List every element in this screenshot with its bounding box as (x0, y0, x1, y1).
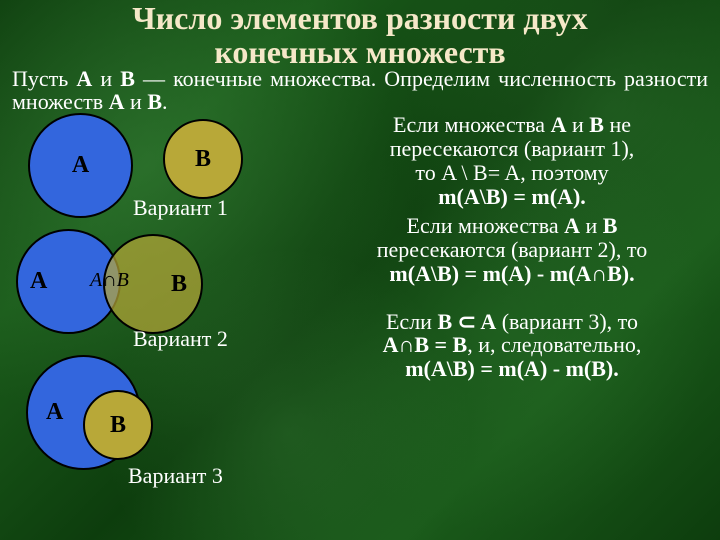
e1-t3: не (604, 112, 631, 137)
e3-l3: m(A\B) = m(A) - m(B). (405, 356, 619, 381)
variant-1-caption: Вариант 1 (133, 195, 228, 221)
intro-A2: A (109, 89, 125, 114)
main-content: A B Вариант 1 A B A∩B Вариант 2 A B Вари… (0, 113, 720, 491)
variant-1-diagram: A B Вариант 1 (8, 113, 308, 223)
intro-t4: и (125, 89, 148, 114)
e2-l2: пересекаются (вариант 2), то (377, 237, 647, 262)
v3-circle-b: B (83, 390, 153, 460)
e2-t2: и (580, 213, 603, 238)
e2-l3: m(A\B) = m(A) - m(A∩B). (389, 261, 634, 286)
intro-B: B (120, 66, 135, 91)
intro-t2: и (92, 66, 120, 91)
explain-variant-1: Если множества A и B не пересекаются (ва… (312, 113, 712, 208)
explanations-column: Если множества A и B не пересекаются (ва… (308, 113, 712, 491)
e1-B: B (589, 112, 604, 137)
e2-A: A (564, 213, 580, 238)
diagrams-column: A B Вариант 1 A B A∩B Вариант 2 A B Вари… (8, 113, 308, 491)
e1-l4: m(A\B) = m(A). (438, 184, 586, 209)
v1-label-b: B (195, 146, 211, 173)
v2-intersection-label: A∩B (90, 269, 129, 292)
intro-B2: B (147, 89, 162, 114)
e1-l3: то A \ B= A, поэтому (415, 160, 608, 185)
variant-3-caption: Вариант 3 (128, 463, 223, 489)
e3-l2a: A∩B = B (383, 332, 468, 357)
v2-label-a: A (30, 268, 47, 295)
e3-l2b: , и, следовательно, (467, 332, 641, 357)
title-line-1: Число элементов разности двух (0, 2, 720, 36)
v1-label-a: A (72, 152, 89, 179)
intro-A: A (76, 66, 92, 91)
intro-t5: . (162, 89, 168, 114)
e1-t1: Если множества (393, 112, 551, 137)
explain-variant-3: Если B ⊂ A (вариант 3), то A∩B = B, и, с… (312, 310, 712, 381)
variant-2-diagram: A B A∩B Вариант 2 (8, 229, 308, 349)
variant-2-caption: Вариант 2 (133, 326, 228, 352)
intro-t1: Пусть (12, 66, 76, 91)
title-line-2: конечных множеств (0, 36, 720, 70)
v1-circle-a: A (28, 113, 133, 218)
e3-t1: Если (386, 309, 437, 334)
e1-A: A (551, 112, 567, 137)
v3-label-b: B (110, 412, 126, 439)
e3-sub: B ⊂ A (437, 309, 496, 334)
slide-title: Число элементов разности двух конечных м… (0, 0, 720, 69)
variant-3-diagram: A B Вариант 3 (8, 355, 308, 485)
v1-circle-b: B (163, 119, 243, 199)
e3-t2: (вариант 3), то (496, 309, 638, 334)
intro-text: Пусть A и B — конечные множества. Опреде… (0, 67, 720, 113)
explain-variant-2: Если множества A и B пересекаются (вариа… (312, 214, 712, 285)
e2-B: B (603, 213, 618, 238)
e1-t2: и (566, 112, 589, 137)
v3-label-a: A (46, 399, 63, 426)
v2-label-b: B (171, 271, 187, 298)
v2-aintb: A∩B (90, 269, 129, 291)
e2-t1: Если множества (407, 213, 565, 238)
e1-l2: пересекаются (вариант 1), (390, 136, 635, 161)
